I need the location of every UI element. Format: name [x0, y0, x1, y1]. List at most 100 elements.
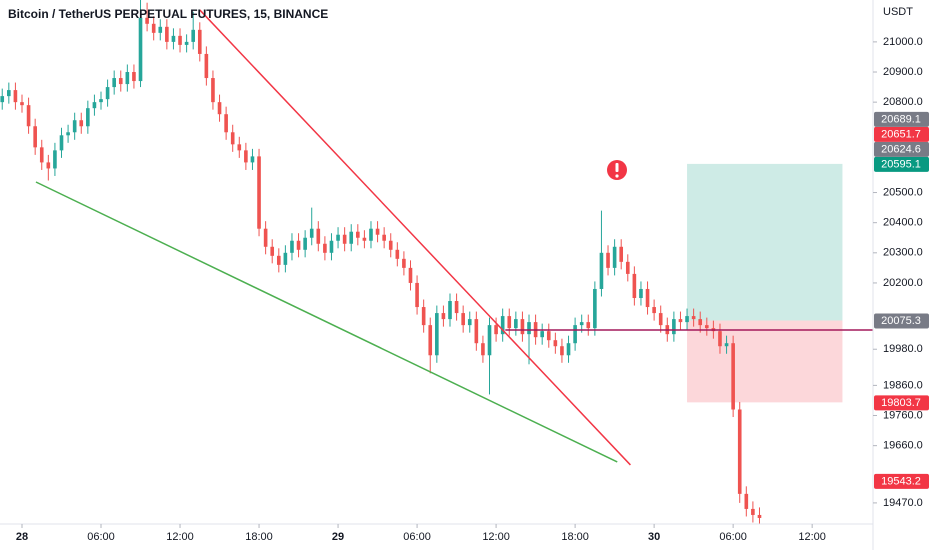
candle-body — [428, 325, 433, 356]
candle-body — [224, 114, 228, 133]
candle-body — [230, 132, 235, 145]
x-tick-label: 18:00 — [561, 531, 589, 543]
candle-body — [520, 319, 525, 335]
candle-body — [685, 316, 689, 323]
candle-body — [573, 325, 577, 344]
price-label-box — [874, 111, 929, 127]
y-tick-label: 19860.0 — [883, 379, 923, 391]
x-tick-label: 12:00 — [166, 531, 194, 543]
candle-body — [474, 319, 479, 344]
trend-line — [199, 9, 631, 466]
candle-body — [632, 273, 637, 299]
candle-body — [500, 316, 505, 335]
candle-body — [757, 514, 762, 518]
candle-body — [178, 35, 182, 45]
y-tick-label: 21000.0 — [883, 36, 923, 48]
candle-body — [197, 29, 202, 54]
candle-body — [566, 343, 571, 356]
candle-body — [46, 162, 51, 169]
candle-body — [250, 156, 255, 163]
candle-body — [244, 150, 248, 163]
candle-body — [481, 343, 485, 356]
candle-body — [382, 234, 386, 241]
candle-body — [494, 325, 498, 335]
candle-body — [606, 252, 610, 268]
x-tick-label: 06:00 — [719, 531, 747, 543]
price-label-box — [874, 473, 929, 489]
axes: 21000.0 20900.0 20800.0 20500.0 20400.0 20300… — [16, 36, 929, 543]
y-tick-label: 20500.0 — [883, 186, 923, 198]
y-tick-label: 20200.0 — [883, 277, 923, 289]
candle-body — [151, 23, 156, 33]
alert-dot — [615, 174, 619, 178]
candle-body — [99, 99, 103, 103]
candle-body — [553, 340, 558, 347]
plot-area — [0, 0, 873, 524]
candle-body — [612, 246, 617, 268]
candle-body — [204, 53, 209, 79]
candle-body — [737, 409, 742, 494]
price-label: 20651.7 — [881, 128, 921, 140]
candle-body — [171, 35, 176, 42]
candle-body — [158, 26, 163, 33]
candle-body — [118, 78, 123, 85]
candle-body — [546, 331, 551, 341]
candle-body — [66, 132, 70, 136]
y-tick-label: 19980.0 — [883, 343, 923, 355]
candle-body — [336, 234, 340, 241]
candle-body — [53, 150, 57, 169]
alert-icon — [607, 160, 627, 180]
candle-body — [39, 147, 44, 163]
y-tick-label: 19470.0 — [883, 497, 923, 509]
candle-body — [724, 343, 729, 347]
candle-body — [145, 17, 149, 24]
price-label: 19803.7 — [881, 397, 921, 409]
candle-body — [645, 288, 650, 308]
candle-body — [369, 228, 373, 241]
x-tick-label: 06:00 — [87, 531, 115, 543]
candle-body — [527, 322, 531, 335]
candle-body — [461, 313, 465, 326]
candle-body — [658, 313, 663, 326]
y-tick-label: 19660.0 — [883, 440, 923, 452]
candle-body — [283, 252, 288, 265]
x-tick-label: 12:00 — [798, 531, 826, 543]
candle-body — [514, 319, 518, 329]
candle-body — [619, 246, 624, 262]
candle-body — [342, 234, 347, 244]
candle-body — [751, 508, 755, 515]
candle-body — [744, 493, 749, 509]
y-tick-label: 20400.0 — [883, 217, 923, 229]
x-tick-label: 29 — [332, 531, 344, 543]
candle-body — [507, 316, 512, 329]
candle-body — [402, 258, 406, 268]
x-tick-label: 28 — [16, 531, 28, 543]
candle-body — [356, 231, 360, 238]
candle-body — [72, 120, 77, 133]
candle-body — [217, 102, 222, 115]
candle-body — [276, 255, 281, 265]
candle-body — [454, 301, 459, 314]
candle-body — [579, 322, 584, 326]
candle-body — [26, 105, 31, 127]
candle-body — [625, 261, 630, 274]
candle-body — [86, 108, 90, 127]
candle-body — [13, 90, 18, 103]
currency-label: USDT — [883, 6, 913, 18]
candle-body — [309, 228, 314, 238]
x-tick-label: 12:00 — [482, 531, 510, 543]
price-label: 20075.3 — [881, 315, 921, 327]
candle-body — [487, 325, 492, 356]
price-label-box — [874, 395, 929, 411]
price-label-box — [874, 141, 929, 157]
candle-body — [138, 17, 143, 82]
candle-body — [290, 240, 294, 253]
candle-body — [132, 72, 136, 82]
candle-body — [191, 29, 196, 42]
candle-body — [296, 240, 301, 250]
candle-body — [593, 288, 597, 329]
candle-body — [263, 228, 268, 247]
y-tick-label: 20300.0 — [883, 247, 923, 259]
candle-body — [7, 90, 11, 97]
